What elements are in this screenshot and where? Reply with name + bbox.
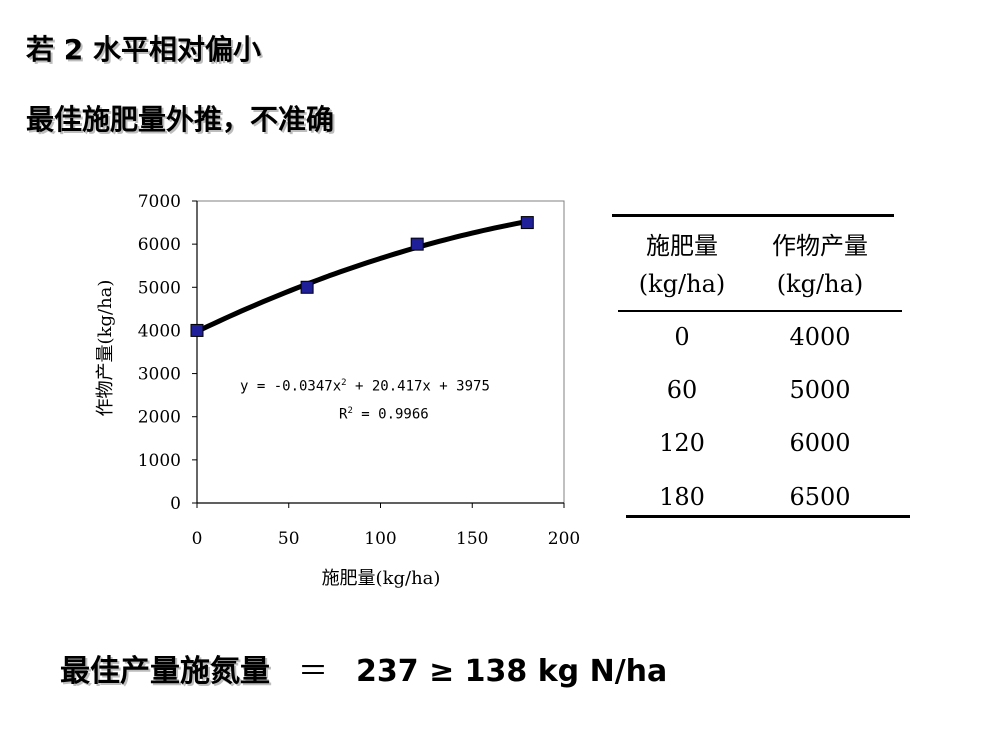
optimal-nitrogen-value: 237 ≥ 138 kg N/ha xyxy=(356,654,668,689)
y-tick-label: 7000 xyxy=(138,192,181,212)
table-cell: 5000 xyxy=(789,376,851,404)
y-tick-label: 1000 xyxy=(138,451,181,471)
x-tick-label: 0 xyxy=(192,529,203,549)
table-bottom-rule xyxy=(626,515,910,518)
trend-equation-main: y = -0.0347x xyxy=(240,378,342,395)
data-point xyxy=(300,280,314,294)
trend-r-squared: R2 = 0.9966 xyxy=(339,406,429,423)
table-cell: 120 xyxy=(659,429,705,457)
x-tick-label: 50 xyxy=(278,529,300,549)
r-squared-symbol: R xyxy=(339,406,348,423)
table-cell: 6500 xyxy=(789,483,851,511)
table-cell: 0 xyxy=(674,323,690,351)
plot-area xyxy=(196,200,565,504)
r-squared-value: = 0.9966 xyxy=(352,406,429,423)
equals-sign: ＝ xyxy=(298,654,328,689)
table-cell: 180 xyxy=(659,483,705,511)
x-axis-label: 施肥量(kg/ha) xyxy=(322,568,441,589)
table-header-fertilizer-unit: (kg/ha) xyxy=(638,270,726,298)
data-point xyxy=(520,216,534,230)
y-tick-label: 0 xyxy=(170,494,181,514)
table-cell: 6000 xyxy=(789,429,851,457)
y-tick-label: 5000 xyxy=(138,278,181,298)
x-tick-label: 150 xyxy=(456,529,488,549)
table-top-rule xyxy=(612,214,894,217)
data-table: 施肥量 (kg/ha) 作物产量 (kg/ha) 0 4000 60 5000 … xyxy=(612,214,912,524)
y-tick-label: 6000 xyxy=(138,235,181,255)
yield-chart: 0 1000 2000 3000 4000 5000 6000 7000 0 50 100 150 2… xyxy=(95,192,580,589)
table-cell: 4000 xyxy=(789,323,851,351)
trend-equation-rest: + 20.417x + 3975 xyxy=(346,378,490,395)
table-header-fertilizer: 施肥量 xyxy=(646,232,718,260)
y-tick-label: 4000 xyxy=(138,321,181,341)
trend-line xyxy=(194,219,530,334)
table-header-yield-unit: (kg/ha) xyxy=(776,270,864,298)
r-squared-exponent: 2 xyxy=(347,406,353,416)
slide-title: 若 2 水平相对偏小 xyxy=(26,33,261,66)
y-tick-label: 2000 xyxy=(138,408,181,428)
y-tick-label: 3000 xyxy=(138,365,181,385)
table-cell: 60 xyxy=(666,376,698,404)
table-header-rule xyxy=(618,310,902,312)
optimal-nitrogen-statement: 最佳产量施氮量 ＝ 237 ≥ 138 kg N/ha xyxy=(60,646,667,690)
optimal-nitrogen-label: 最佳产量施氮量 xyxy=(60,654,270,689)
slide-subtitle: 最佳施肥量外推，不准确 xyxy=(26,103,335,136)
x-tick-label: 100 xyxy=(364,529,396,549)
y-axis-label: 作物产量(kg/ha) xyxy=(95,280,116,417)
data-point xyxy=(410,237,424,251)
x-tick-label: 200 xyxy=(548,529,580,549)
trend-equation: y = -0.0347x2 + 20.417x + 3975 xyxy=(240,378,490,395)
table-header-yield: 作物产量 xyxy=(772,232,868,260)
trend-equation-exponent: 2 xyxy=(341,378,347,388)
data-point xyxy=(190,323,204,337)
